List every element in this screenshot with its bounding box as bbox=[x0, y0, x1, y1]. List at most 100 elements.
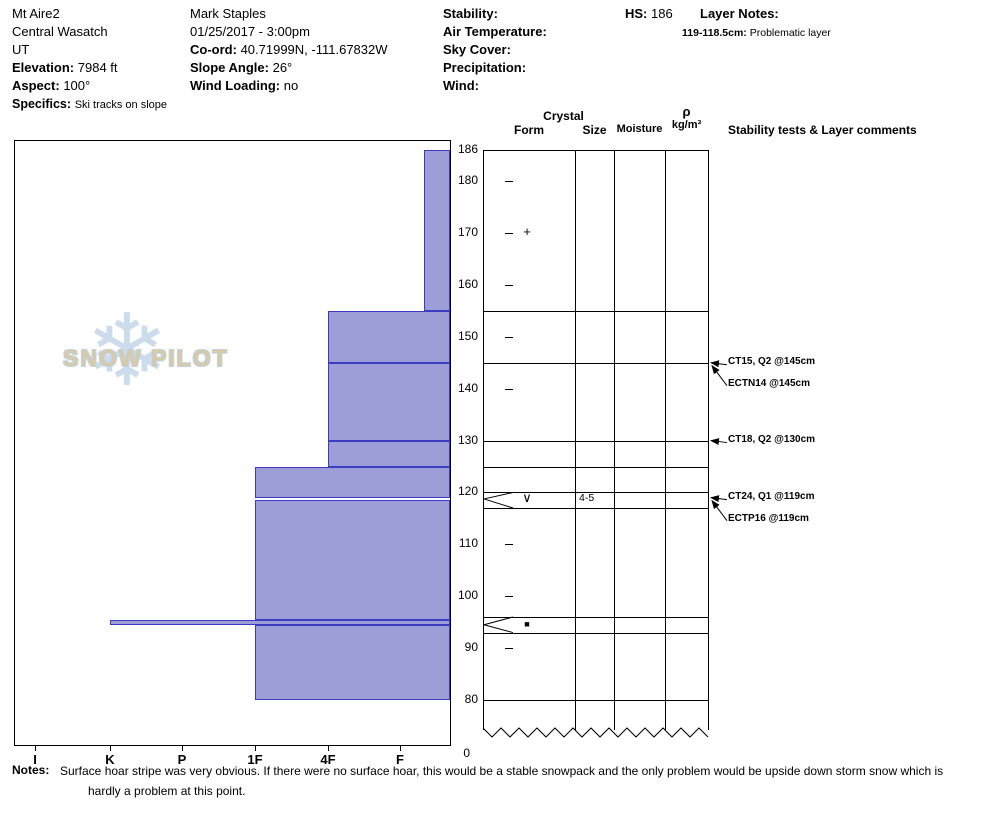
test-arrow bbox=[710, 495, 728, 503]
depth-tick-label: 150 bbox=[457, 328, 478, 343]
thin-layer-wedge-line bbox=[483, 616, 514, 626]
layer-note-row: 119-118.5cm: Problematic layer bbox=[682, 24, 831, 42]
sky-cover-label: Sky Cover: bbox=[443, 42, 511, 57]
depth-tick-dash bbox=[505, 388, 513, 390]
test-arrow bbox=[710, 360, 728, 368]
depth-tick-label: 110 bbox=[458, 536, 478, 551]
thin-layer-wedge-line bbox=[483, 624, 514, 634]
layer-note-text: Problematic layer bbox=[749, 27, 831, 39]
wind-loading-row: Wind Loading: no bbox=[190, 77, 388, 95]
stability-tests-column-header: Stability tests & Layer comments bbox=[728, 123, 917, 137]
coord-value: 40.71999N, -111.67832W bbox=[240, 42, 388, 57]
snow-layer-bar bbox=[255, 624, 450, 700]
depth-tick-label: 90 bbox=[464, 640, 478, 655]
notes-line-1: Surface hoar stripe was very obvious. If… bbox=[60, 764, 944, 778]
region-name: Central Wasatch bbox=[12, 24, 108, 39]
grid-layer-line bbox=[483, 492, 708, 494]
coord-label: Co-ord: bbox=[190, 42, 237, 57]
grid-vertical-line bbox=[708, 150, 709, 730]
crystal-size-value: 4-5 bbox=[579, 491, 595, 504]
depth-tick-dash bbox=[505, 181, 513, 183]
hardness-axis-tick bbox=[255, 745, 256, 751]
test-arrow bbox=[711, 364, 728, 387]
depth-tick-dash bbox=[505, 336, 513, 338]
crystal-form-symbol-precipitation-particles: + bbox=[523, 224, 531, 240]
crystal-column-header: Crystal bbox=[543, 109, 584, 123]
hardness-axis-label: 4F bbox=[320, 752, 336, 767]
depth-tick-label: 160 bbox=[457, 276, 478, 291]
grid-surface-line bbox=[483, 150, 708, 151]
hardness-axis-tick bbox=[110, 745, 111, 751]
grid-layer-line bbox=[483, 616, 708, 618]
hs-value: 186 bbox=[651, 6, 673, 21]
stability-test-label: ECTN14 @145cm bbox=[728, 377, 811, 389]
notes-label: Notes: bbox=[12, 763, 50, 777]
grid-layer-line bbox=[483, 632, 708, 634]
grid-vertical-line bbox=[614, 150, 615, 730]
layer-note-depth: 119-118.5cm: bbox=[682, 27, 747, 39]
depth-tick-dash bbox=[505, 284, 513, 286]
hs-block: HS: 186 bbox=[625, 5, 673, 23]
hardness-axis-label: P bbox=[177, 752, 187, 767]
air-temperature-label: Air Temperature: bbox=[443, 24, 547, 39]
specifics-label: Specifics: bbox=[12, 97, 72, 111]
hardness-axis-tick bbox=[182, 745, 183, 751]
snow-layer-bar bbox=[424, 150, 450, 311]
depth-tick-dash bbox=[505, 596, 513, 598]
stability-test-label: CT24, Q1 @119cm bbox=[728, 490, 815, 502]
coord-row: Co-ord: 40.71999N, -111.67832W bbox=[190, 41, 388, 59]
density-units-label: kg/m³ bbox=[671, 119, 702, 131]
wind-label: Wind: bbox=[443, 78, 479, 93]
snow-layer-bar bbox=[328, 440, 450, 467]
hardness-axis-tick bbox=[400, 745, 401, 751]
observer-name: Mark Staples bbox=[190, 6, 266, 21]
observation-block: Mark Staples 01/25/2017 - 3:00pm Co-ord:… bbox=[190, 5, 388, 95]
aspect-value: 100° bbox=[63, 78, 91, 93]
slope-angle-row: Slope Angle: 26° bbox=[190, 59, 388, 77]
aspect-row: Aspect: 100° bbox=[12, 77, 167, 95]
depth-tick-label: 140 bbox=[457, 380, 478, 395]
grid-vertical-line bbox=[665, 150, 666, 730]
depth-tick-label: 100 bbox=[457, 588, 478, 603]
snow-layer-bar bbox=[255, 466, 450, 498]
grid-layer-line bbox=[483, 700, 708, 701]
precipitation-label: Precipitation: bbox=[443, 60, 527, 75]
layer-notes-title: Layer Notes: bbox=[700, 6, 779, 21]
specifics-value: Ski tracks on slope bbox=[74, 99, 168, 111]
density-column-header: ρ bbox=[682, 104, 691, 119]
notes-line-2: hardly a problem at this point. bbox=[88, 784, 246, 798]
hardness-axis-label: I bbox=[33, 752, 37, 767]
state-name: UT bbox=[12, 42, 30, 57]
wind-loading-value: no bbox=[283, 78, 299, 93]
depth-tick-label: 170 bbox=[457, 225, 478, 240]
grid-layer-line bbox=[483, 362, 708, 364]
crystal-form-symbol-ice-layer: ■ bbox=[524, 618, 530, 629]
slope-angle-label: Slope Angle: bbox=[190, 60, 269, 75]
depth-tick-label: 130 bbox=[457, 432, 478, 447]
slope-angle-value: 26° bbox=[272, 60, 293, 75]
elevation-value: 7984 ft bbox=[77, 60, 118, 75]
grid-vertical-line bbox=[483, 150, 484, 730]
grid-vertical-line bbox=[575, 150, 576, 730]
moisture-column-header: Moisture bbox=[616, 123, 663, 135]
stability-test-label: CT15, Q2 @145cm bbox=[728, 355, 816, 367]
stability-test-label: CT18, Q2 @130cm bbox=[728, 433, 816, 445]
form-column-header: Form bbox=[514, 123, 544, 137]
hardness-profile-plot: ❄ SNOW PILOT bbox=[14, 140, 451, 746]
size-column-header: Size bbox=[582, 123, 607, 137]
test-arrow bbox=[710, 438, 728, 446]
hardness-axis-label: 1F bbox=[247, 752, 263, 767]
depth-tick-label: 80 bbox=[464, 692, 478, 706]
depth-tick-dash bbox=[505, 648, 513, 650]
depth-tick-dash bbox=[505, 233, 513, 235]
hardness-axis-tick bbox=[35, 745, 36, 751]
hs-label: HS: bbox=[625, 6, 648, 21]
snowflake-icon: ❄ bbox=[85, 295, 169, 407]
site-name: Mt Aire2 bbox=[12, 6, 60, 21]
hardness-axis-tick bbox=[328, 745, 329, 751]
stability-test-label: ECTP16 @119cm bbox=[728, 512, 809, 524]
grid-layer-line bbox=[483, 440, 708, 442]
snow-layer-bar bbox=[110, 619, 450, 625]
snowpilot-logo: ❄ SNOW PILOT bbox=[55, 301, 255, 413]
